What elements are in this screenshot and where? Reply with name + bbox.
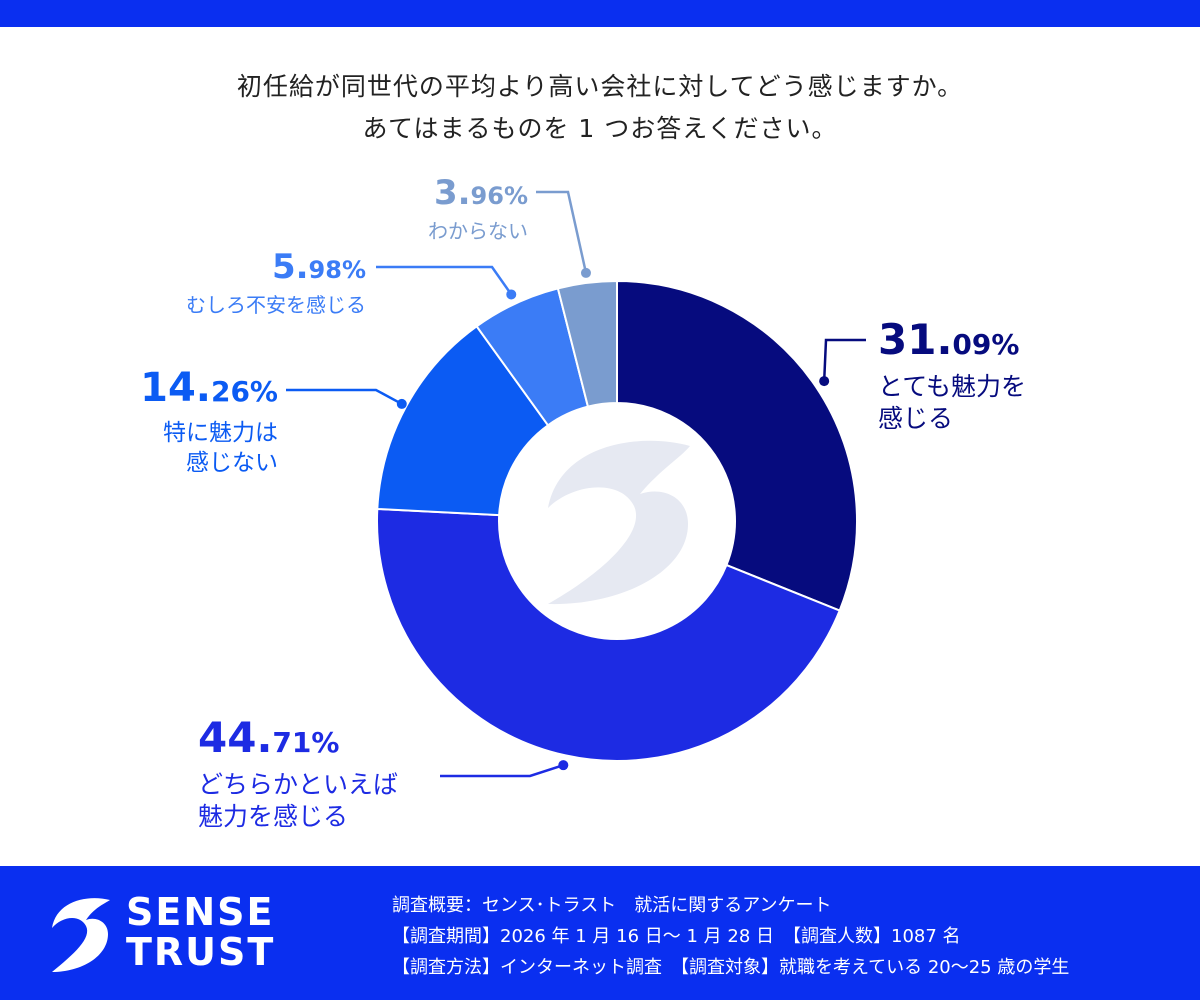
label-tokuni-line-2: 感じない: [186, 450, 278, 476]
label-dochiraka-line-2: 魅力を感じる: [198, 802, 349, 831]
leader-dot-mushiro: [506, 289, 517, 300]
label-wakaranai-pct-int: 3.: [433, 173, 471, 213]
label-totemo-line-2: 感じる: [878, 404, 954, 433]
top-bar: [0, 0, 1200, 27]
question-line-2: あてはまるものを 1 つお答えください。: [362, 114, 838, 143]
label-mushiro-line-1: むしろ不安を感じる: [186, 293, 366, 317]
center-logo-icon: [548, 440, 690, 605]
slice-dochiraka: [376, 507, 841, 762]
brand-line-2: TRUST: [126, 930, 276, 974]
brand-name: SENSE TRUST: [126, 892, 275, 972]
brand: SENSE TRUST: [46, 892, 306, 976]
label-totemo: 31.09% とても魅力を 感じる: [878, 318, 1026, 435]
label-dochiraka-pct-dec: 71%: [272, 726, 340, 759]
slice-tokuni: [376, 324, 550, 517]
label-totemo-line-1: とても魅力を: [878, 372, 1027, 401]
label-tokuni: 14.26% 特に魅力は 感じない: [110, 366, 278, 478]
question-line-1: 初任給が同世代の平均より高い会社に対してどう感じますか。: [236, 72, 964, 101]
label-dochiraka-pct-int: 44.: [198, 713, 273, 762]
label-totemo-pct-int: 31.: [878, 315, 953, 364]
slice-wakaranai: [556, 279, 618, 408]
survey-info: 調査概要：センス･トラスト 就活に関するアンケート 【調査期間】2026 年 1…: [392, 890, 1069, 983]
label-mushiro: 5.98% むしろ不安を感じる: [140, 248, 366, 318]
label-tokuni-pct-int: 14.: [140, 365, 211, 411]
leader-dot-wakaranai: [580, 267, 591, 278]
label-wakaranai: 3.96% わからない: [400, 174, 528, 244]
leader-line-wakaranai: [536, 190, 588, 274]
label-mushiro-pct-dec: 98%: [308, 256, 366, 284]
leader-line-dochiraka: [440, 763, 564, 778]
label-wakaranai-line-1: わからない: [428, 219, 528, 243]
slice-totemo: [616, 279, 858, 612]
label-dochiraka-line-1: どちらかといえば: [198, 770, 399, 799]
survey-line-1: 調査概要：センス･トラスト 就活に関するアンケート: [392, 895, 832, 916]
label-tokuni-line-1: 特に魅力は: [163, 420, 278, 446]
survey-line-2: 【調査期間】2026 年 1 月 16 日～ 1 月 28 日 【調査人数】10…: [392, 926, 961, 947]
label-wakaranai-pct-dec: 96%: [470, 182, 528, 210]
leader-dot-tokuni: [396, 398, 407, 409]
leader-dot-dochiraka: [558, 760, 569, 771]
label-totemo-pct-dec: 09%: [952, 328, 1020, 361]
brand-line-1: SENSE: [126, 890, 275, 934]
leader-dot-totemo: [819, 376, 830, 387]
label-mushiro-pct-int: 5.: [271, 247, 309, 287]
label-dochiraka: 44.71% どちらかといえば 魅力を感じる: [198, 716, 398, 833]
question-title: 初任給が同世代の平均より高い会社に対してどう感じますか。 あてはまるものを 1 …: [0, 66, 1200, 150]
label-tokuni-pct-dec: 26%: [210, 375, 278, 408]
leader-line-totemo: [822, 338, 866, 382]
footer-bar: SENSE TRUST 調査概要：センス･トラスト 就活に関するアンケート 【調…: [0, 866, 1200, 1000]
leader-line-tokuni: [286, 388, 403, 406]
leader-line-mushiro: [376, 265, 513, 296]
survey-line-3: 【調査方法】インターネット調査 【調査対象】就職を考えている 20～25 歳の学…: [392, 957, 1070, 978]
brand-logo-icon: [52, 898, 110, 972]
